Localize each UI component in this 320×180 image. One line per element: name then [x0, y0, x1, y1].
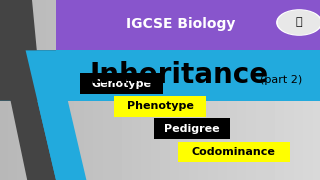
Text: Codominance: Codominance: [192, 147, 276, 157]
Text: Phenotype: Phenotype: [127, 101, 193, 111]
Text: Genotype: Genotype: [92, 79, 152, 89]
Circle shape: [277, 10, 320, 35]
Bar: [178, 142, 290, 162]
Bar: [0, 50, 320, 101]
Text: Pedigree: Pedigree: [164, 124, 220, 134]
Bar: [114, 96, 206, 117]
Polygon shape: [32, 101, 56, 180]
Bar: [80, 73, 163, 94]
Polygon shape: [26, 50, 86, 180]
Polygon shape: [0, 0, 56, 180]
Bar: [154, 118, 230, 139]
Text: IGCSE Biology: IGCSE Biology: [126, 17, 236, 31]
Circle shape: [278, 11, 320, 34]
Text: (part 2): (part 2): [260, 75, 303, 85]
Bar: [56, 0, 320, 50]
Text: Inheritance: Inheritance: [90, 61, 269, 89]
Polygon shape: [0, 50, 56, 180]
Text: 🌲: 🌲: [296, 17, 302, 28]
